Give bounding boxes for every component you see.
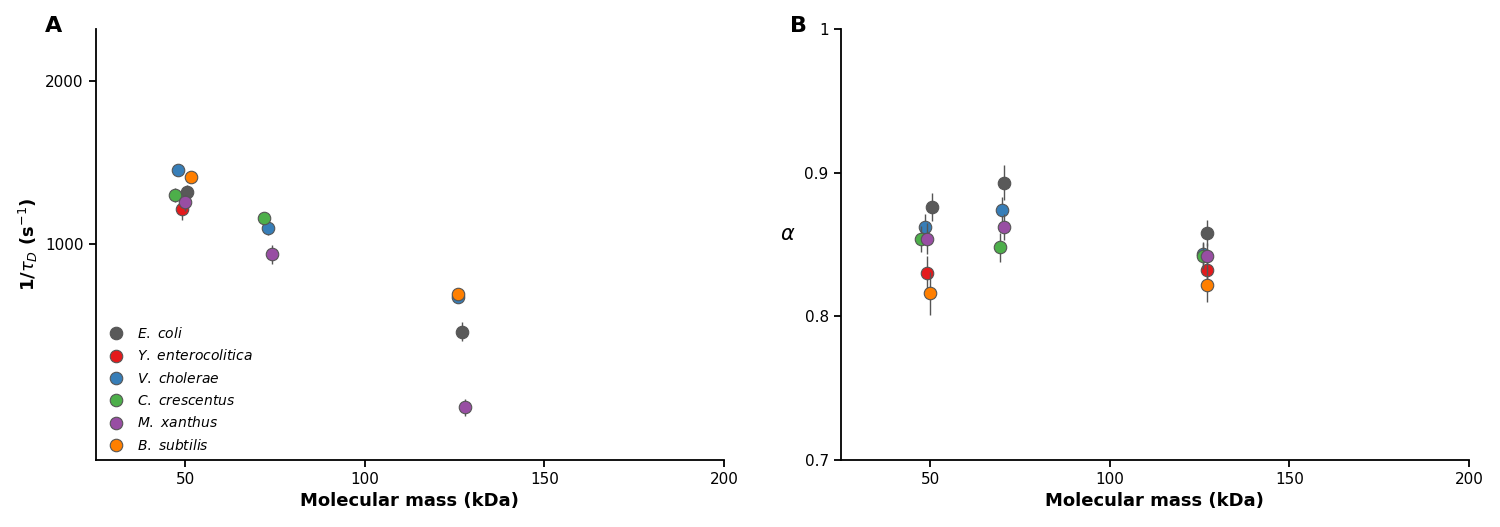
Text: A: A: [45, 16, 63, 36]
Text: B: B: [790, 16, 807, 36]
Legend: $\mathit{E.}$ $\mathit{coli}$, $\mathit{Y.}$ $\mathit{enterocolitica}$, $\mathit: $\mathit{E.}$ $\mathit{coli}$, $\mathit{…: [102, 326, 254, 453]
X-axis label: Molecular mass (kDa): Molecular mass (kDa): [1046, 492, 1264, 510]
Y-axis label: $\alpha$: $\alpha$: [780, 225, 795, 245]
Y-axis label: 1/$\tau_D$ (s$^{-1}$): 1/$\tau_D$ (s$^{-1}$): [16, 198, 40, 291]
X-axis label: Molecular mass (kDa): Molecular mass (kDa): [300, 492, 519, 510]
